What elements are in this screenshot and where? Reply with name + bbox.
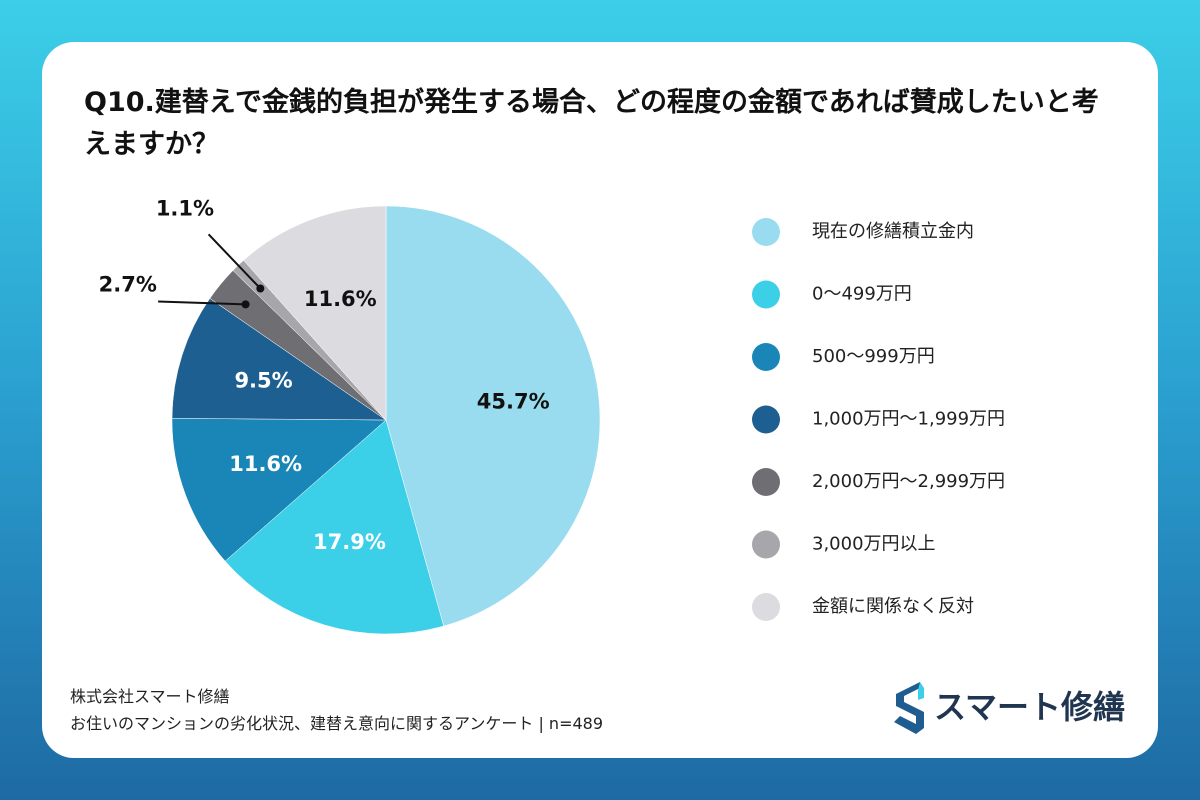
leader-line: [158, 300, 246, 306]
data-label: 1.1%: [156, 197, 214, 221]
data-label: 17.9%: [313, 530, 386, 554]
pie-slice: [224, 419, 445, 635]
legend-swatch: [752, 280, 780, 309]
leader-line: [207, 233, 262, 290]
chart-title: Q10.建替えで金銭的負担が発生する場合、どの程度の金額であれば賛成したいと考え…: [84, 87, 1099, 160]
data-label: 45.7%: [477, 390, 550, 414]
logo-text: スマート修繕: [934, 688, 1126, 726]
legend-swatch: [752, 218, 780, 246]
legend-swatch: [752, 343, 780, 371]
logo-shape: [894, 682, 924, 734]
legend-label: 金額に関係なく反対: [812, 596, 974, 617]
data-label: 9.5%: [234, 368, 292, 392]
legend-label: 2,000万円〜2,999万円: [812, 471, 1005, 492]
legend-swatch: [752, 593, 780, 621]
legend-swatch: [752, 468, 780, 496]
logo-icon: [894, 682, 924, 734]
pie-slice: [243, 205, 387, 421]
chart: 45.7% 17.9% 11.6% 9.5% 2.7% 1.1% 11.6% 現在の修繕積立金…: [99, 197, 1005, 734]
data-label: 11.6%: [304, 287, 377, 311]
legend-label: 500〜999万円: [812, 346, 935, 367]
pie-slice: [171, 418, 387, 562]
data-label: 2.7%: [99, 273, 157, 297]
legend-label: 0〜499万円: [812, 284, 912, 305]
legend-label: 現在の修繕積立金内: [812, 221, 974, 242]
card: Q10.建替えで金銭的負担が発生する場合、どの程度の金額であれば賛成したいと考え…: [42, 42, 1158, 758]
legend-swatch: [752, 405, 780, 434]
legend-swatch: [752, 530, 780, 559]
logo-shape: [918, 682, 924, 700]
legend-label: 3,000万円以上: [812, 534, 936, 555]
data-label: 11.6%: [229, 452, 302, 476]
footer-survey: お住いのマンションの劣化状況、建替え意向に関するアンケート | n=489: [70, 714, 604, 733]
pie-slice: [385, 205, 601, 627]
footer-company: 株式会社スマート修繕: [70, 687, 230, 706]
legend-label: 1,000万円〜1,999万円: [812, 409, 1005, 430]
